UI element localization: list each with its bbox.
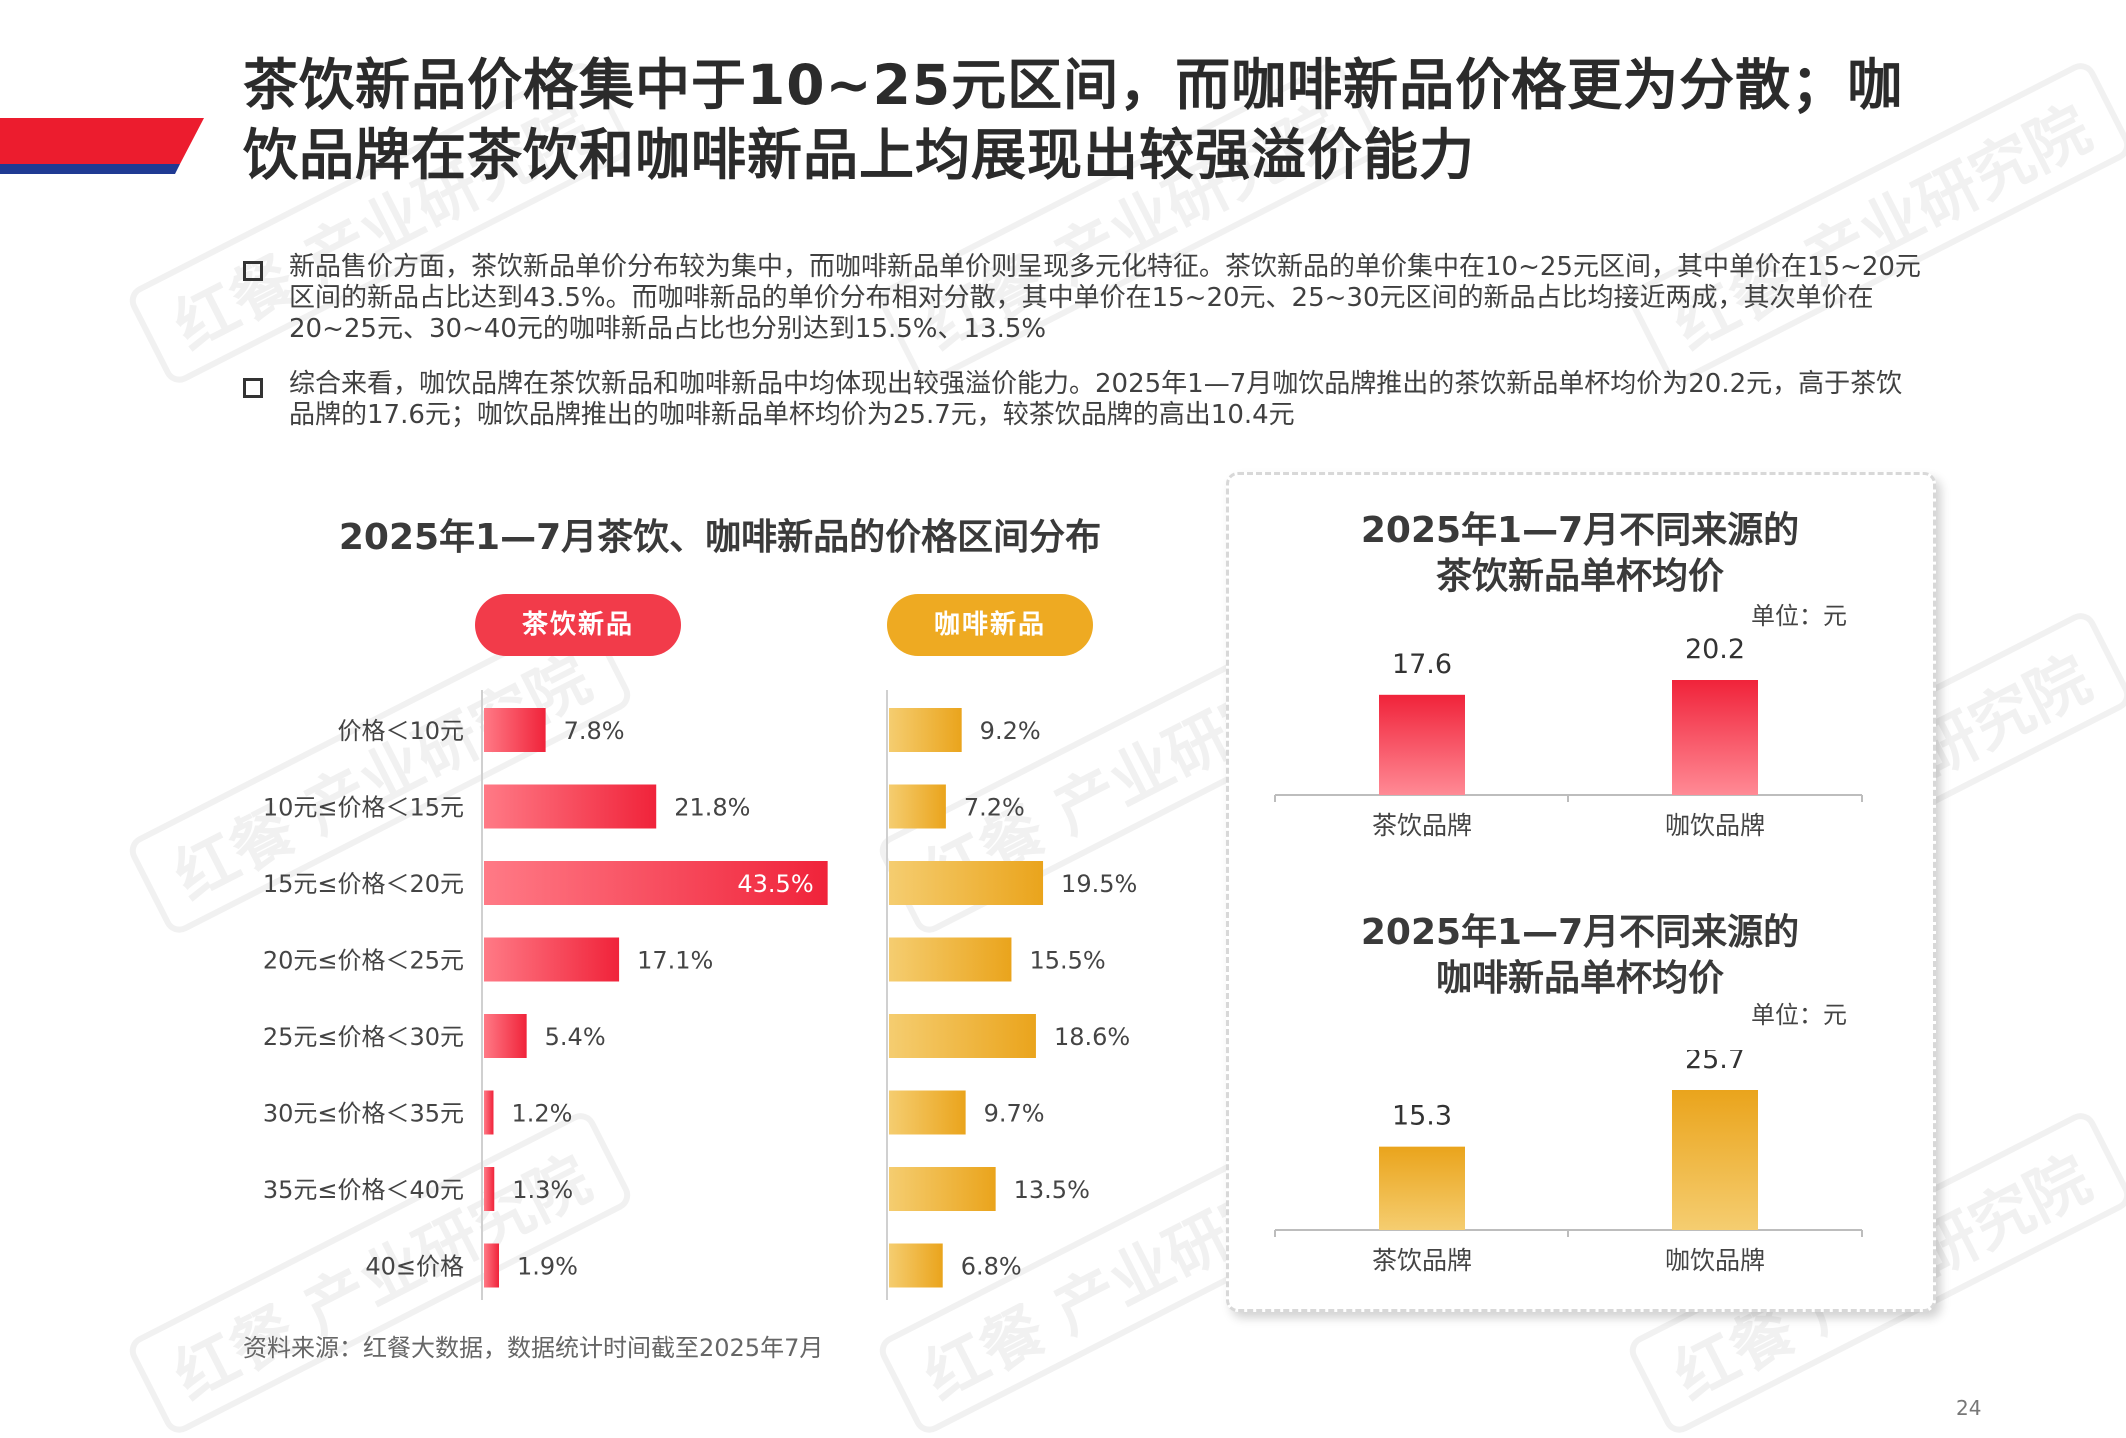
category-label: 30元≤价格＜35元 [263,1100,464,1128]
price-distribution-chart: 价格＜10元 7.8% 9.2% 10元≤价格＜15元 21.8% 7.2% 15元≤价格＜… [263,690,1137,1300]
coffee-value-label: 9.7% [984,1100,1045,1128]
avg-price-bar [1379,694,1465,795]
category-label: 10元≤价格＜15元 [263,794,464,822]
tea-value-label: 1.3% [512,1176,573,1204]
avg-price-bar [1672,680,1758,795]
category-label: 15元≤价格＜20元 [263,870,464,898]
tea-bar [484,1243,500,1288]
category-label: 20元≤价格＜25元 [263,947,464,975]
avg-price-value-label: 15.3 [1392,1101,1452,1132]
coffee-bar [889,861,1044,905]
tea-bar [484,861,828,905]
chart-title-line: 咖啡新品单杯均价 [1435,958,1724,999]
tea-value-label: 21.8% [674,794,750,822]
page-number: 24 [1956,1396,1982,1420]
coffee-bar [889,1243,943,1288]
tea-avg-price-chart: 17.6 茶饮品牌 20.2 咖饮品牌 [1274,634,1863,840]
page-title-line: 茶饮新品价格集中于10~25元区间，而咖啡新品价格更为分散；咖 [243,53,1904,117]
data-source-note: 资料来源：红餐大数据，数据统计时间截至2025年7月 [243,1334,824,1362]
tea-value-label: 1.2% [511,1100,572,1128]
tea-bar [484,708,546,752]
coffee-value-label: 7.2% [964,794,1025,822]
coffee-value-label: 6.8% [961,1253,1022,1281]
coffee-value-label: 13.5% [1014,1176,1090,1204]
source-category-label: 茶饮品牌 [1372,1246,1472,1275]
coffee-bar [889,937,1012,982]
tea-bar [484,937,620,982]
category-label: 35元≤价格＜40元 [263,1176,464,1204]
coffee-value-label: 9.2% [980,717,1041,745]
page-title: 茶饮新品价格集中于10~25元区间，而咖啡新品价格更为分散；咖 饮品牌在茶饮和咖… [243,50,2003,190]
source-category-label: 咖饮品牌 [1665,1246,1765,1275]
avg-price-bar [1672,1090,1758,1230]
coffee-bar [889,1167,996,1211]
avg-price-bar [1379,1146,1465,1230]
bullet-paragraph: 新品售价方面，茶饮新品单价分布较为集中，而咖啡新品单价则呈现多元化特征。茶饮新品… [243,252,1923,345]
chart-title-line: 2025年1—7月不同来源的 [1360,510,1800,551]
legend-tea-pill: 茶饮新品 [475,594,681,656]
source-category-label: 咖饮品牌 [1665,811,1765,840]
coffee-value-label: 19.5% [1061,870,1137,898]
bullet-paragraph: 综合来看，咖饮品牌在茶饮新品和咖啡新品中均体现出较强溢价能力。2025年1—7月… [243,369,1923,431]
coffee-bar [889,708,962,752]
tea-bar [484,1090,494,1135]
tea-bar [484,784,657,829]
category-label: 40≤价格 [365,1253,464,1281]
legend-coffee-pill: 咖啡新品 [887,594,1093,656]
coffee-avg-price-chart: 15.3 茶饮品牌 25.7 咖饮品牌 [1274,1050,1863,1275]
tea-value-label: 17.1% [637,947,713,975]
tea-bar [484,1167,495,1211]
coffee-avg-unit-label: 单位：元 [1751,1001,1847,1029]
avg-price-value-label: 17.6 [1392,649,1452,680]
coffee-avg-chart-title: 2025年1—7月不同来源的 咖啡新品单杯均价 [1250,910,1910,1002]
tea-avg-unit-label: 单位：元 [1751,602,1847,630]
category-label: 价格＜10元 [337,717,464,745]
category-label: 25元≤价格＜30元 [263,1023,464,1051]
coffee-bar [889,1090,966,1135]
tea-value-label: 5.4% [545,1023,606,1051]
avg-price-value-label: 25.7 [1685,1050,1745,1075]
avg-price-value-label: 20.2 [1685,634,1745,665]
coffee-bar [889,1014,1036,1058]
source-category-label: 茶饮品牌 [1372,811,1472,840]
tea-value-label: 7.8% [564,717,625,745]
tea-value-label: 1.9% [517,1253,578,1281]
bullet-text: 新品售价方面，茶饮新品单价分布较为集中，而咖啡新品单价则呈现多元化特征。茶饮新品… [289,252,1921,344]
coffee-bar [889,784,946,829]
avg-price-panel [1226,472,1936,1312]
chart-title-line: 2025年1—7月不同来源的 [1360,912,1800,953]
header-accent-bar [0,118,204,174]
page-title-line: 饮品牌在茶饮和咖啡新品上均展现出较强溢价能力 [243,123,1476,187]
bullet-square-icon [243,261,263,281]
tea-avg-chart-title: 2025年1—7月不同来源的 茶饮新品单杯均价 [1250,508,1910,600]
chart-title-line: 茶饮新品单杯均价 [1435,556,1724,597]
coffee-value-label: 15.5% [1029,947,1105,975]
bullet-square-icon [243,378,263,398]
tea-value-label: 43.5% [737,870,813,898]
bullet-text: 综合来看，咖饮品牌在茶饮新品和咖啡新品中均体现出较强溢价能力。2025年1—7月… [289,369,1903,430]
tea-bar [484,1014,527,1058]
coffee-value-label: 18.6% [1054,1023,1130,1051]
price-distribution-chart-title: 2025年1—7月茶饮、咖啡新品的价格区间分布 [338,517,1102,558]
